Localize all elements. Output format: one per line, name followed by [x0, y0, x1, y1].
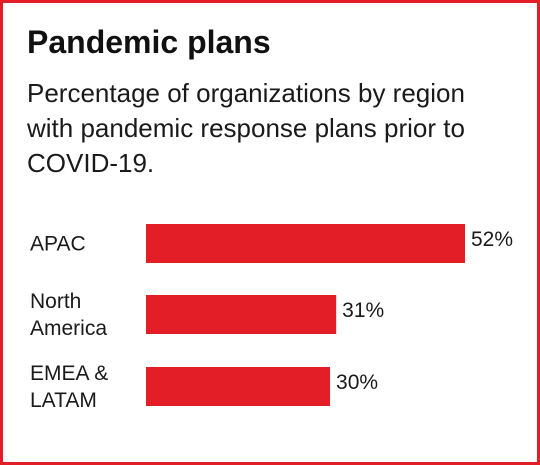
category-label-1: North America: [30, 290, 107, 340]
value-label-2: 30%: [336, 371, 378, 394]
value-label-0: 52%: [471, 228, 513, 251]
bar-0: [146, 224, 465, 263]
category-label-2: EMEA & LATAM: [30, 362, 108, 412]
bar-2: [146, 367, 330, 406]
category-label-0: APAC: [30, 233, 86, 256]
bar-1: [146, 295, 336, 334]
value-label-1: 31%: [342, 299, 384, 322]
